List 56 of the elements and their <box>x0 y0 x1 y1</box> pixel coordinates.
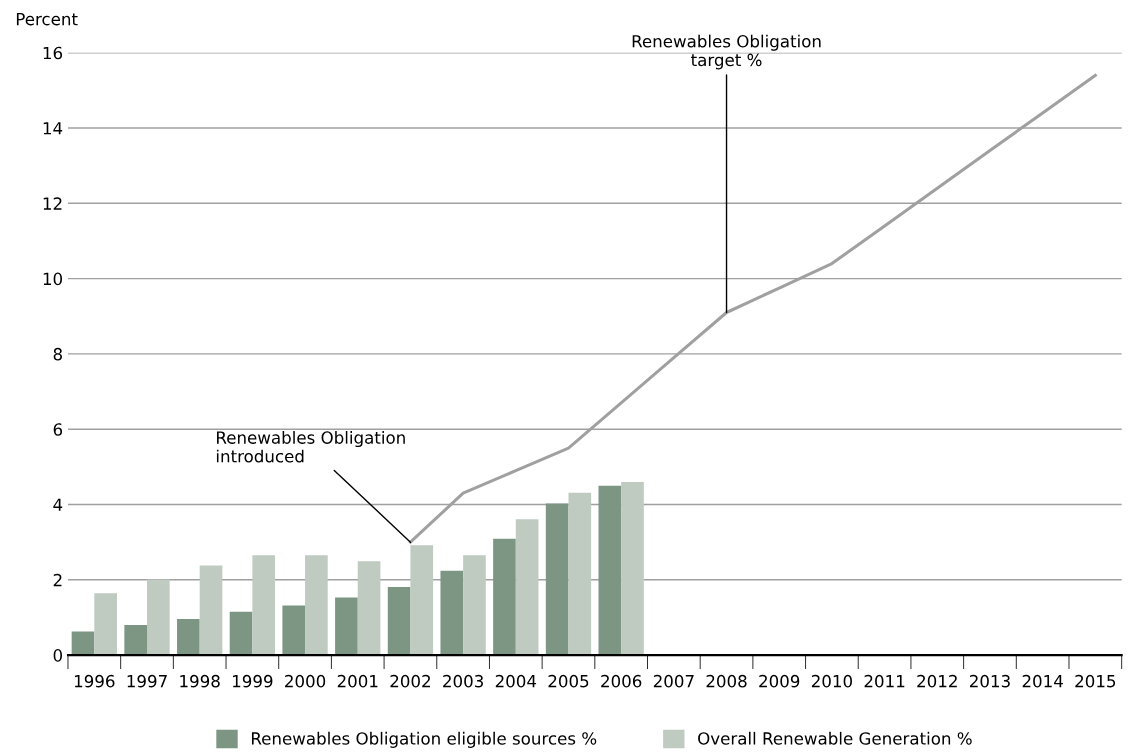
bar <box>357 561 381 656</box>
bar <box>71 631 95 656</box>
bar <box>335 597 358 656</box>
bar <box>199 565 223 656</box>
x-tick-label: 2011 <box>864 674 905 688</box>
annotation: Renewables Obligation introduced <box>216 430 405 463</box>
bar <box>515 519 539 656</box>
x-tick-label: 2013 <box>969 674 1010 688</box>
y-tick-label: 0 <box>53 649 63 662</box>
bar <box>463 555 486 656</box>
y-tick-label: 6 <box>53 423 63 436</box>
x-tick-label: 1996 <box>74 674 115 688</box>
x-tick-label: 1999 <box>233 674 273 688</box>
y-tick-label: 4 <box>53 498 63 511</box>
x-tick-label: 1998 <box>180 674 220 688</box>
y-tick-label: 8 <box>53 347 62 361</box>
x-tick-label: 2006 <box>601 674 642 688</box>
bar <box>545 503 569 656</box>
legend-label: Overall Renewable Generation % <box>698 731 972 745</box>
x-tick-label: 2005 <box>548 674 589 688</box>
y-tick-label: 16 <box>43 46 63 60</box>
x-tick-label: 2014 <box>1022 674 1063 688</box>
bar <box>305 555 328 656</box>
bar <box>177 618 200 656</box>
bar <box>410 545 434 656</box>
bar <box>440 570 464 656</box>
bar <box>147 579 170 656</box>
y-axis-title: Percent <box>16 13 78 26</box>
bar <box>568 492 592 656</box>
x-tick-label: 1997 <box>127 674 167 688</box>
x-tick-label: 2012 <box>917 674 957 688</box>
x-tick-label: 2001 <box>337 674 378 688</box>
x-tick-label: 2009 <box>759 674 800 688</box>
bar <box>229 611 253 656</box>
y-tick-label: 14 <box>43 122 63 135</box>
x-tick-label: 2003 <box>443 674 483 688</box>
bar <box>621 481 644 656</box>
x-tick-label: 2004 <box>495 674 537 688</box>
x-tick-label: 2015 <box>1075 674 1116 688</box>
bar <box>282 605 306 656</box>
bar <box>493 538 516 656</box>
annotation: Renewables Obligation target % <box>632 34 821 70</box>
bar <box>598 485 622 656</box>
y-tick-label: 12 <box>43 197 62 210</box>
y-tick-label: 2 <box>53 573 62 587</box>
bar <box>387 586 411 656</box>
bar <box>94 593 117 656</box>
x-tick-label: 2000 <box>285 674 326 688</box>
x-tick-label: 2002 <box>390 674 430 688</box>
y-tick-label: 10 <box>43 272 63 286</box>
x-tick-label: 2010 <box>811 674 853 688</box>
x-tick-label: 2007 <box>653 674 694 688</box>
legend-label: Renewables Obligation eligible sources % <box>251 731 597 748</box>
bar <box>124 624 148 656</box>
x-tick-label: 2008 <box>706 674 747 688</box>
bar <box>252 555 276 656</box>
